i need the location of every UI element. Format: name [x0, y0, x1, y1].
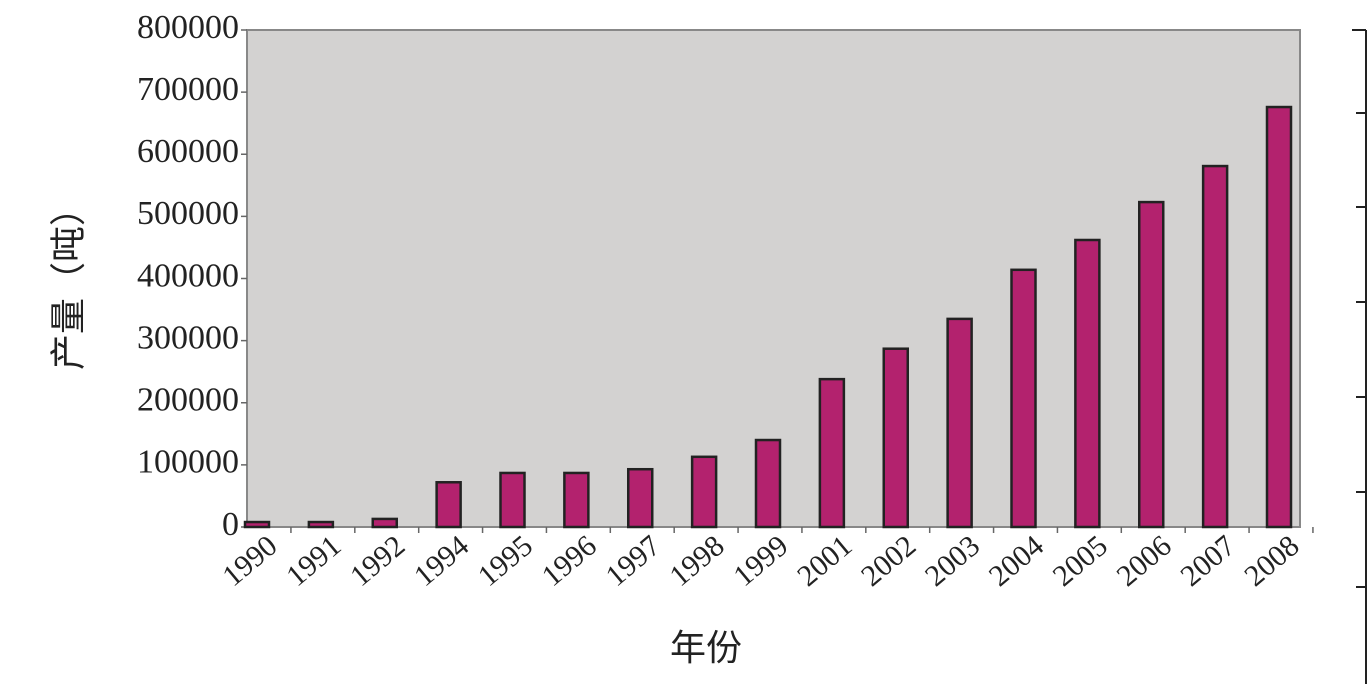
- x-tick-label: 2002: [855, 529, 922, 593]
- bar: [243, 520, 271, 529]
- bar: [1201, 164, 1229, 529]
- x-tick-label: 2004: [983, 529, 1050, 593]
- bar: [1138, 200, 1165, 529]
- y-tick-label: 600000: [137, 133, 239, 170]
- bar: [946, 317, 973, 529]
- y-tick-label: 400000: [137, 257, 239, 294]
- bar: [435, 481, 462, 529]
- bar: [371, 517, 398, 529]
- bar: [627, 467, 654, 529]
- right-decoration: [1352, 29, 1367, 684]
- x-tick-label: 1997: [600, 529, 667, 593]
- x-tick-label: 1992: [344, 529, 411, 593]
- y-tick-label: 500000: [137, 195, 239, 232]
- bar: [1074, 238, 1101, 529]
- x-tick-label: 2007: [1174, 529, 1241, 593]
- x-tick-label: 2003: [919, 529, 986, 593]
- x-tick-label: 1998: [663, 529, 730, 593]
- bar: [499, 471, 526, 529]
- y-tick-label: 200000: [137, 382, 239, 419]
- x-tick-label: 2001: [791, 529, 858, 593]
- x-tick-label: 2008: [1238, 529, 1305, 593]
- bar: [1010, 268, 1037, 529]
- bar: [563, 471, 590, 529]
- y-tick-label: 300000: [137, 319, 239, 356]
- x-tick-label: 2006: [1111, 529, 1178, 593]
- y-tick-label: 0: [222, 506, 239, 543]
- x-tick-label: 1996: [536, 529, 603, 593]
- y-axis-title: 产量（吨）: [48, 190, 88, 370]
- bar: [754, 438, 782, 529]
- x-axis-title: 年份: [670, 628, 742, 668]
- x-tick-label: 2005: [1047, 529, 1114, 593]
- x-tick-label: 1991: [280, 529, 347, 593]
- bar: [882, 347, 909, 529]
- x-tick-label: 1995: [472, 529, 539, 593]
- y-tick-label: 700000: [137, 71, 239, 108]
- x-tick-label: 1994: [408, 529, 475, 593]
- y-tick-label: 800000: [137, 9, 239, 46]
- bar: [690, 455, 718, 529]
- y-tick-label: 100000: [137, 444, 239, 481]
- bar: [1265, 105, 1293, 529]
- bar: [307, 520, 335, 529]
- bar: [818, 377, 846, 529]
- x-tick-label: 1999: [727, 529, 794, 593]
